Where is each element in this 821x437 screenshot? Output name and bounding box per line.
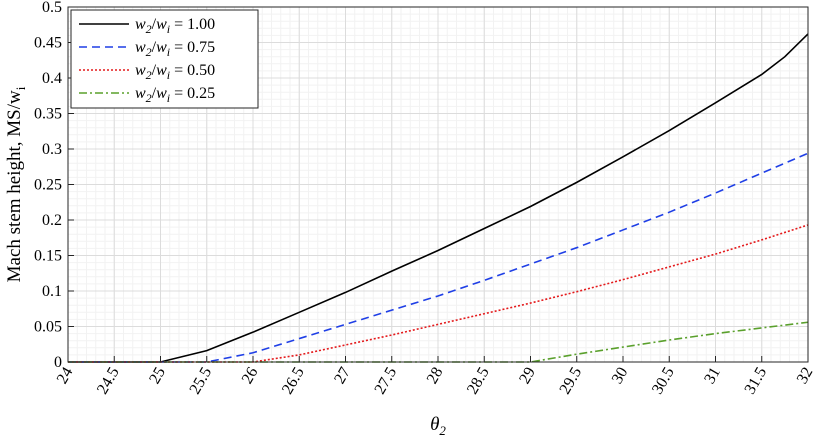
legend-label-4: w2/wi = 0.25 bbox=[135, 85, 215, 105]
y-tick-label: 0.4 bbox=[42, 70, 62, 87]
x-axis-label: θ2 bbox=[430, 414, 446, 437]
y-tick-label: 0.2 bbox=[42, 212, 62, 229]
legend-box bbox=[70, 9, 259, 109]
y-tick-label: 0.5 bbox=[42, 0, 62, 16]
x-tick-label: 29 bbox=[516, 365, 539, 387]
series-line-2 bbox=[68, 152, 809, 363]
x-tick-label: 32 bbox=[794, 365, 817, 387]
x-tick-label: 28.5 bbox=[464, 365, 493, 398]
y-tick-label: 0.05 bbox=[34, 319, 62, 336]
x-tick-label: 27 bbox=[331, 365, 354, 387]
x-tick-label: 31 bbox=[701, 365, 724, 387]
x-tick-label: 26 bbox=[239, 365, 262, 387]
series-line-4 bbox=[68, 321, 809, 363]
legend-label-2: w2/wi = 0.75 bbox=[135, 39, 215, 59]
y-tick-label: 0.1 bbox=[42, 283, 62, 300]
y-tick-label: 0 bbox=[54, 354, 62, 371]
x-tick-label: 31.5 bbox=[741, 365, 770, 398]
series-line-3 bbox=[68, 224, 809, 363]
x-tick-label: 25.5 bbox=[186, 365, 215, 398]
x-tick-label: 28 bbox=[424, 365, 447, 387]
legend-label-3: w2/wi = 0.50 bbox=[135, 62, 215, 82]
y-ticks: 0 0.05 0.1 0.15 0.2 0.25 0.3 0.35 0.4 0.45 0.5 bbox=[34, 0, 74, 371]
x-tick-label: 24.5 bbox=[94, 365, 123, 398]
series-line-1 bbox=[68, 33, 809, 363]
x-tick-label: 25 bbox=[146, 365, 169, 387]
y-axis-label: Mach stem height, MS/wi bbox=[4, 86, 28, 282]
series-layer bbox=[68, 33, 809, 363]
x-tick-label: 29.5 bbox=[556, 365, 585, 398]
x-tick-label: 24 bbox=[54, 365, 77, 387]
y-tick-label: 0.25 bbox=[34, 177, 62, 194]
legend: w2/wi = 1.00 w2/wi = 0.75 w2/wi = 0.50 w2/w… bbox=[70, 9, 259, 109]
y-tick-label: 0.45 bbox=[34, 35, 62, 52]
x-tick-label: 26.5 bbox=[279, 365, 308, 398]
x-tick-label: 30.5 bbox=[649, 365, 678, 398]
y-tick-label: 0.3 bbox=[42, 141, 62, 158]
x-tick-label: 27.5 bbox=[371, 365, 400, 398]
x-tick-label: 30 bbox=[609, 365, 632, 387]
y-tick-label: 0.35 bbox=[34, 106, 62, 123]
legend-label-1: w2/wi = 1.00 bbox=[135, 16, 215, 36]
y-tick-label: 0.15 bbox=[34, 248, 62, 265]
